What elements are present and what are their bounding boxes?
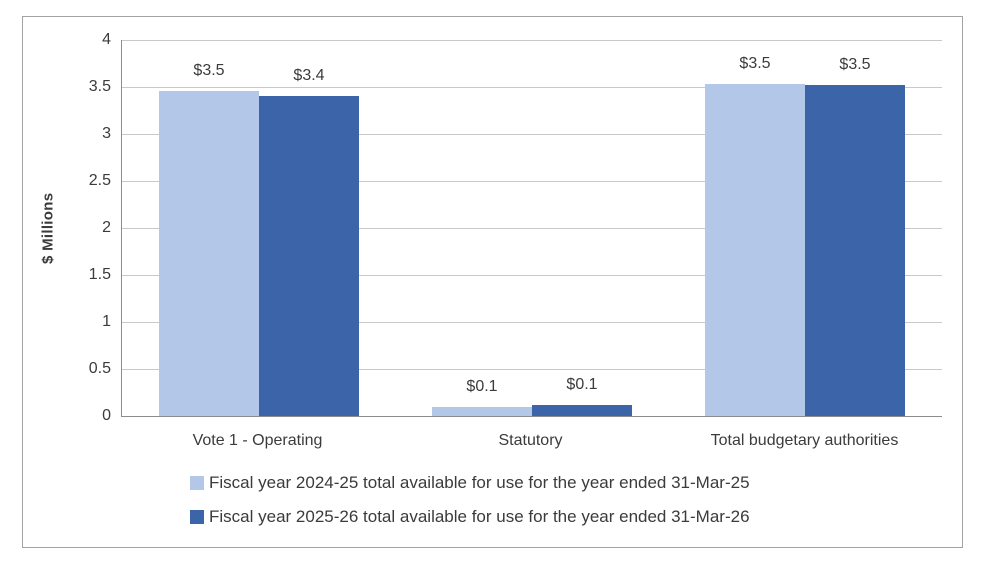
y-tick-label: 3 [102, 125, 111, 142]
bar-fy2025-26-1 [259, 96, 359, 416]
legend-swatch-icon [190, 476, 204, 490]
gridline [122, 228, 942, 229]
plot-area: $3.5 $3.4 $0.1 $0.1 $3.5 $3.5 [121, 40, 942, 417]
chart-container: $ Millions 0 0.5 1 1.5 2 2.5 3 3.5 4 $3.5 $3.4 $0.… [22, 16, 963, 548]
x-category-label: Total budgetary authorities [710, 432, 899, 449]
x-category-label: Vote 1 - Operating [192, 432, 323, 449]
bar-fy2024-25-1 [159, 91, 259, 416]
legend-item: Fiscal year 2024-25 total available for … [190, 473, 750, 493]
legend-item: Fiscal year 2025-26 total available for … [190, 507, 750, 527]
gridline [122, 369, 942, 370]
x-axis: Vote 1 - Operating Statutory Total budgeta… [121, 432, 941, 456]
data-label: $3.5 [193, 62, 225, 79]
y-tick-label: 2.5 [88, 172, 111, 189]
legend-label: Fiscal year 2025-26 total available for … [209, 507, 750, 526]
y-tick-label: 0.5 [88, 360, 111, 377]
legend: Fiscal year 2024-25 total available for … [190, 473, 750, 541]
bar-fy2024-25-2 [432, 407, 532, 416]
x-category-label: Statutory [498, 432, 563, 449]
legend-swatch-icon [190, 510, 204, 524]
data-label: $0.1 [566, 376, 598, 393]
y-tick-label: 1 [102, 313, 111, 330]
y-axis: 0 0.5 1 1.5 2 2.5 3 3.5 4 [23, 31, 111, 424]
bar-fy2025-26-2 [532, 405, 632, 416]
data-label: $0.1 [466, 378, 498, 395]
gridline [122, 87, 942, 88]
gridline [122, 181, 942, 182]
data-label: $3.4 [293, 67, 325, 84]
y-tick-label: 1.5 [88, 266, 111, 283]
bar-fy2025-26-3 [805, 85, 905, 416]
y-tick-label: 2 [102, 219, 111, 236]
data-label: $3.5 [739, 55, 771, 72]
gridline [122, 40, 942, 41]
legend-label: Fiscal year 2024-25 total available for … [209, 473, 750, 492]
gridline [122, 134, 942, 135]
y-tick-label: 0 [102, 407, 111, 424]
y-tick-label: 4 [102, 31, 111, 48]
data-label: $3.5 [839, 56, 871, 73]
gridline [122, 275, 942, 276]
bar-fy2024-25-3 [705, 84, 805, 416]
gridline [122, 322, 942, 323]
y-tick-label: 3.5 [88, 78, 111, 95]
